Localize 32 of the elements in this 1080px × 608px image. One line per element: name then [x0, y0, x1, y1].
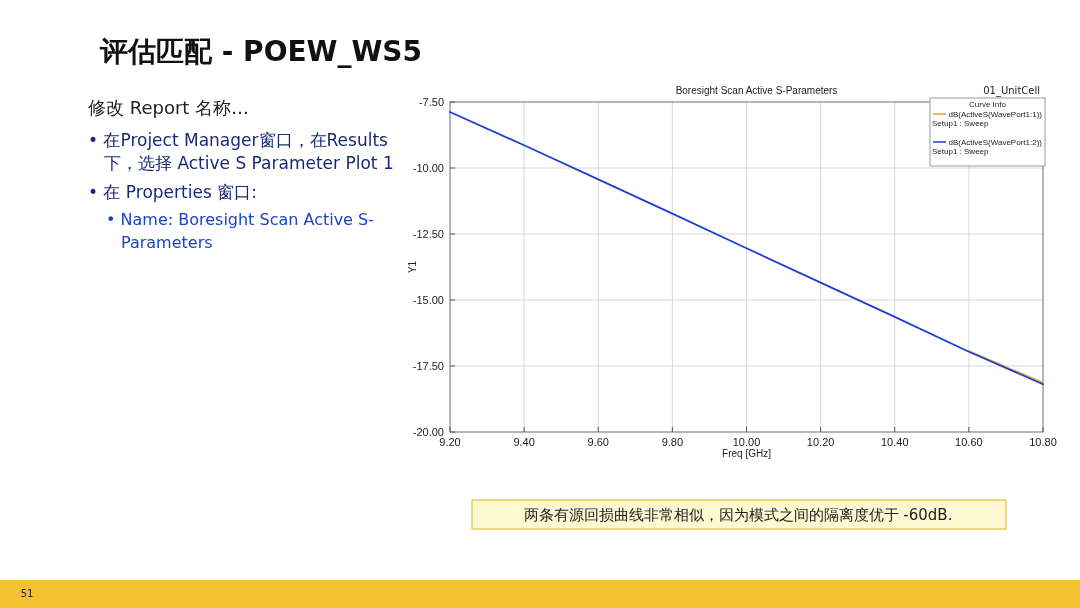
x-tick-label: 10.20 [806, 436, 835, 448]
x-tick-label: 9.20 [439, 436, 461, 448]
text: • 在Project Manager窗口，在Results [88, 130, 389, 150]
chart-title: Boresight Scan Active S-Parameters [675, 85, 838, 96]
x-tick-label: 9.40 [513, 436, 535, 448]
text: 修改 Report 名称… [88, 97, 250, 118]
x-tick-label: 10.00 [732, 436, 761, 448]
text: 评估匹配 - POEW_WS5 [99, 35, 422, 68]
text: 下，选择 Active S Parameter Plot 1 [104, 153, 394, 173]
y-tick-label: -15.00 [412, 294, 444, 306]
y-tick-label: -12.50 [412, 228, 444, 240]
text: 01_UnitCell [983, 85, 1040, 97]
text: • 在 Properties 窗口: [88, 182, 257, 202]
legend-title: Curve Info [969, 100, 1007, 109]
x-tick-label: 10.60 [955, 436, 983, 448]
text: 两条有源回损曲线非常相似，因为模式之间的隔离度优于 -60dB. [523, 506, 953, 524]
line-series [449, 111, 1044, 386]
text: Parameters [121, 233, 213, 252]
y-tick-label: -20.00 [412, 426, 444, 438]
y-tick-label: -17.50 [412, 360, 444, 372]
legend-label: dB(ActiveS(WavePort1:1)) Setup1 : Sweep [932, 110, 1043, 128]
x-tick-label: 9.80 [661, 436, 684, 448]
legend-label: dB(ActiveS(WavePort1:2)) Setup1 : Sweep [932, 138, 1043, 156]
y-tick-label: -10.00 [412, 162, 444, 174]
x-tick-label: 9.60 [587, 436, 609, 448]
text: • Name: Boresight Scan Active S- [106, 210, 374, 229]
y-tick-label: -7.50 [418, 96, 444, 108]
x-tick-label: 10.40 [880, 436, 909, 448]
text: 51 [20, 588, 34, 599]
x-tick-label: 10.80 [1029, 436, 1057, 448]
y-axis-title: Y1 [407, 260, 418, 274]
x-axis-title: Freq [GHz] [722, 448, 772, 459]
